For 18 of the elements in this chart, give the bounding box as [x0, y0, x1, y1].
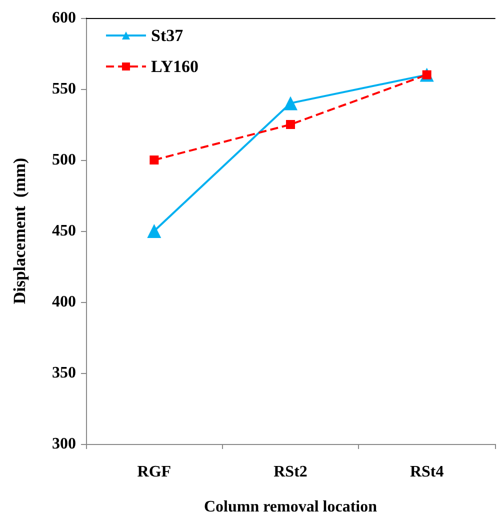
y-tick-label: 350 [52, 364, 76, 382]
x-tick-label: RGF [137, 464, 172, 480]
x-tick-label: RSt2 [274, 464, 308, 480]
point [286, 120, 295, 129]
y-tick-label: 500 [52, 152, 76, 168]
y-axis-title: Displacement (mm) [10, 158, 29, 304]
point [150, 156, 159, 164]
legend-label: LY160 [151, 57, 199, 76]
point [147, 224, 162, 238]
point [284, 96, 298, 110]
y-tick-label: 300 [52, 436, 76, 452]
x-axis-title: Column removal location [204, 498, 378, 516]
y-tick-label: 450 [52, 222, 76, 240]
y-tick-label: 550 [52, 80, 76, 98]
y-tick-label: 600 [52, 10, 76, 26]
x-tick-label: RSt4 [410, 464, 444, 480]
y-tick-label: 400 [52, 294, 76, 310]
legend-label: St37 [151, 26, 184, 45]
